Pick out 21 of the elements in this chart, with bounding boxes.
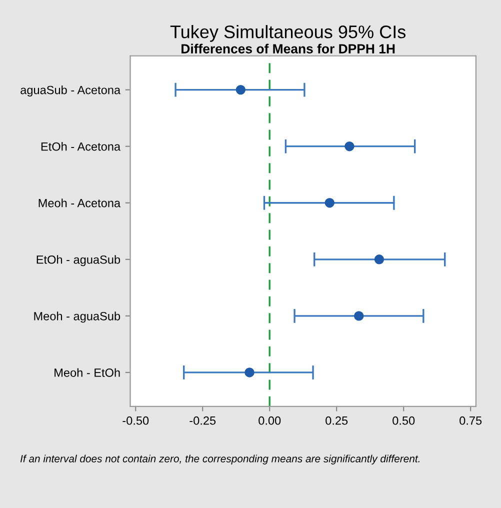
- x-tick-label: 0.75: [460, 416, 482, 425]
- point: [236, 84, 246, 95]
- y-tick-label: Meoh - EtOh: [54, 368, 120, 377]
- text: If an interval does not contain zero, the corresponding means are significantly different.: [20, 454, 420, 464]
- y-tick-label: EtOh - Acetona: [41, 142, 121, 151]
- y-tick-label: Meoh - aguaSub: [34, 312, 120, 323]
- y-tick-label: EtOh - aguaSub: [36, 255, 120, 266]
- x-tick-label: -0.50: [122, 416, 149, 425]
- x-tick-label: 0.00: [258, 416, 281, 425]
- x-tick-label: -0.25: [190, 416, 216, 425]
- chart-subtitle: Differences of Means for DPPH 1H: [182, 44, 395, 54]
- y-tick-label: aguaSub - Acetona: [20, 86, 121, 97]
- x-tick-label: 0.25: [326, 416, 348, 425]
- point: [324, 198, 334, 208]
- y-tick-label: Meoh - Acetona: [38, 198, 121, 208]
- chart-title: Tukey Simultaneous 95% CIs: [170, 25, 406, 42]
- point: [354, 311, 364, 321]
- point: [344, 141, 354, 152]
- x-tick-label: 0.50: [392, 416, 415, 425]
- point: [244, 368, 254, 378]
- point: [374, 254, 384, 264]
